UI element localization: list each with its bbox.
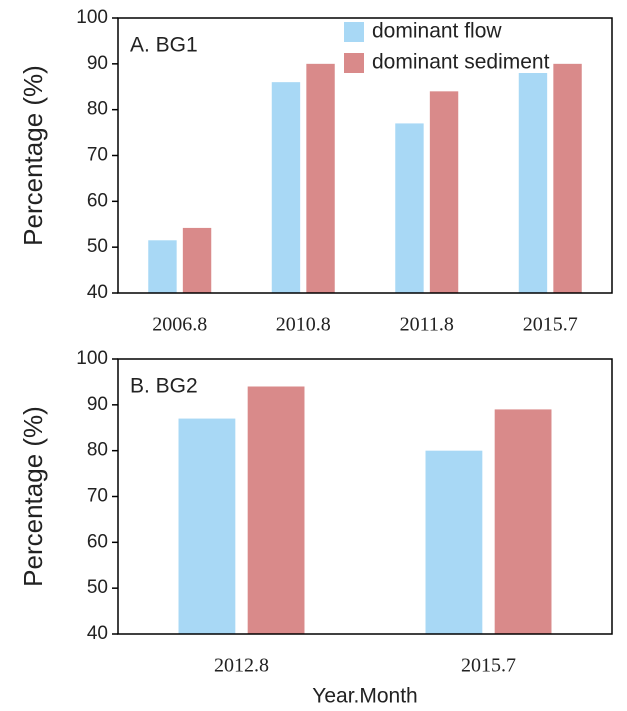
- bar: [148, 240, 177, 293]
- x-tick-label: 2012.8: [214, 655, 269, 677]
- y-axis-label: Percentage (%): [18, 406, 48, 587]
- plot-frame: [117, 17, 613, 294]
- panel-label: B. BG2: [130, 375, 198, 398]
- bar: [178, 418, 236, 634]
- panel-label: A. BG1: [130, 34, 198, 57]
- chart-panel: 40 50 60 70 80 90 100 2006.8 2010.8 2011.8 2015.7 A…: [18, 7, 613, 336]
- y-tick-label: 100: [76, 7, 108, 28]
- bar: [247, 386, 305, 634]
- bar: [429, 91, 459, 293]
- plot-frame: [117, 358, 613, 635]
- x-tick-label: 2015.7: [461, 655, 516, 677]
- legend-swatch: [344, 53, 364, 73]
- y-tick-label: 70: [87, 486, 108, 507]
- y-tick-label: 40: [87, 623, 108, 644]
- y-tick-label: 50: [87, 577, 108, 598]
- legend-label: dominant sediment: [372, 51, 550, 74]
- legend-label: dominant flow: [372, 20, 502, 43]
- y-axis-label: Percentage (%): [18, 65, 48, 246]
- y-tick-label: 100: [76, 348, 108, 369]
- bar: [553, 63, 582, 294]
- y-tick-label: 40: [87, 282, 108, 303]
- x-axis-label: Year.Month: [312, 685, 417, 708]
- chart-panel: 40 50 60 70 80 90 100 2012.8 2015.7 B. BG2 Percent…: [18, 348, 613, 708]
- bar: [425, 450, 483, 634]
- y-tick-label: 80: [87, 99, 108, 120]
- legend-swatch: [344, 22, 364, 42]
- bar: [395, 123, 424, 294]
- y-tick-label: 50: [87, 236, 108, 257]
- x-tick-label: 2010.8: [276, 314, 331, 336]
- y-tick-label: 80: [87, 440, 108, 461]
- x-tick-label: 2006.8: [152, 314, 207, 336]
- y-tick-label: 90: [87, 53, 108, 74]
- y-tick-label: 90: [87, 394, 108, 415]
- bar: [518, 73, 548, 293]
- bar: [494, 409, 552, 634]
- y-tick-label: 60: [87, 190, 108, 211]
- bar: [306, 63, 335, 294]
- x-tick-label: 2011.8: [400, 314, 454, 336]
- x-tick-label: 2015.7: [523, 314, 578, 336]
- y-tick-label: 60: [87, 531, 108, 552]
- bar: [271, 82, 301, 294]
- bar: [182, 227, 212, 293]
- y-tick-label: 70: [87, 145, 108, 166]
